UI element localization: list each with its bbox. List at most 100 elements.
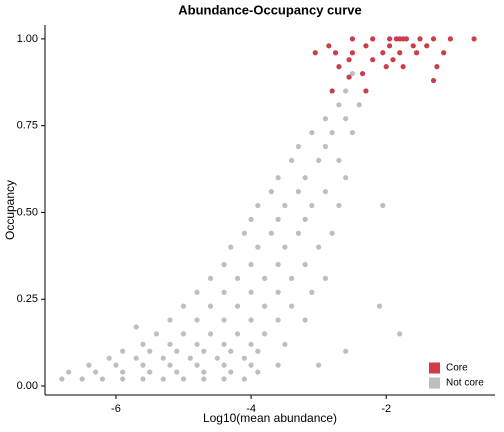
point — [194, 289, 200, 295]
point — [302, 261, 308, 268]
point — [268, 189, 274, 195]
point — [147, 369, 153, 375]
point — [403, 36, 410, 42]
legend-swatch — [429, 377, 440, 389]
point — [207, 331, 214, 337]
point — [417, 36, 423, 42]
point — [167, 317, 173, 323]
point — [349, 70, 356, 77]
point — [356, 102, 362, 108]
point — [201, 369, 207, 375]
point — [316, 244, 322, 250]
y-tick-label: 0.50 — [17, 206, 38, 218]
point — [386, 43, 393, 49]
point — [363, 43, 369, 49]
point — [234, 303, 241, 309]
point — [255, 369, 261, 375]
point — [221, 341, 227, 347]
point — [261, 331, 268, 337]
point — [241, 355, 247, 361]
point — [302, 175, 308, 181]
point — [441, 50, 447, 56]
point — [180, 376, 187, 382]
point — [133, 324, 139, 330]
point — [282, 202, 288, 209]
point — [275, 261, 281, 268]
point — [309, 289, 315, 295]
point — [120, 348, 126, 354]
point — [410, 43, 416, 49]
point — [241, 230, 247, 236]
point — [255, 202, 261, 209]
y-axis-label: Occupancy — [3, 180, 17, 240]
point — [221, 362, 227, 368]
point — [343, 88, 349, 94]
point — [140, 376, 146, 382]
point — [289, 157, 295, 163]
point — [390, 57, 396, 63]
point — [221, 289, 227, 295]
point — [282, 341, 288, 347]
point — [261, 275, 268, 281]
legend-label: Core — [446, 363, 468, 374]
point — [376, 303, 383, 309]
x-tick-label: -4 — [246, 403, 256, 415]
point — [255, 348, 261, 354]
point — [140, 362, 146, 368]
point — [228, 348, 234, 354]
point — [106, 355, 112, 361]
point — [174, 348, 180, 354]
point — [295, 189, 301, 195]
point — [59, 376, 65, 382]
point — [214, 355, 220, 361]
point — [275, 317, 281, 323]
point — [167, 362, 173, 368]
point — [160, 355, 166, 361]
y-tick-label: 0.75 — [17, 120, 38, 132]
point — [349, 50, 356, 56]
point — [316, 362, 322, 368]
point — [248, 362, 254, 368]
point — [336, 202, 342, 209]
point — [221, 317, 227, 323]
point — [302, 216, 308, 222]
point — [133, 355, 139, 361]
point — [174, 369, 180, 375]
point — [295, 230, 301, 236]
point — [430, 77, 437, 84]
point — [180, 303, 187, 309]
point — [194, 317, 200, 323]
point — [275, 289, 281, 295]
x-axis-label: Log10(mean abundance) — [203, 411, 337, 425]
point — [309, 129, 315, 136]
legend-swatch — [429, 362, 440, 374]
point — [349, 129, 356, 136]
point — [400, 64, 406, 70]
y-tick-label: 1.00 — [17, 33, 38, 45]
point — [228, 369, 234, 375]
point — [221, 261, 227, 268]
point — [120, 369, 126, 375]
point — [201, 348, 207, 354]
point — [322, 189, 329, 195]
point — [430, 36, 437, 42]
point — [386, 36, 393, 42]
point — [248, 341, 254, 347]
point — [326, 43, 332, 49]
point — [201, 376, 207, 382]
point — [228, 244, 234, 250]
point — [86, 362, 92, 368]
point — [414, 50, 420, 56]
point — [66, 369, 72, 375]
point — [343, 175, 349, 181]
point — [234, 275, 241, 281]
point — [207, 275, 214, 281]
point — [424, 43, 430, 49]
point — [380, 202, 386, 209]
point — [349, 36, 356, 42]
point — [113, 362, 119, 368]
point — [370, 57, 376, 63]
point — [153, 331, 160, 337]
point — [261, 303, 268, 309]
point — [346, 74, 352, 80]
